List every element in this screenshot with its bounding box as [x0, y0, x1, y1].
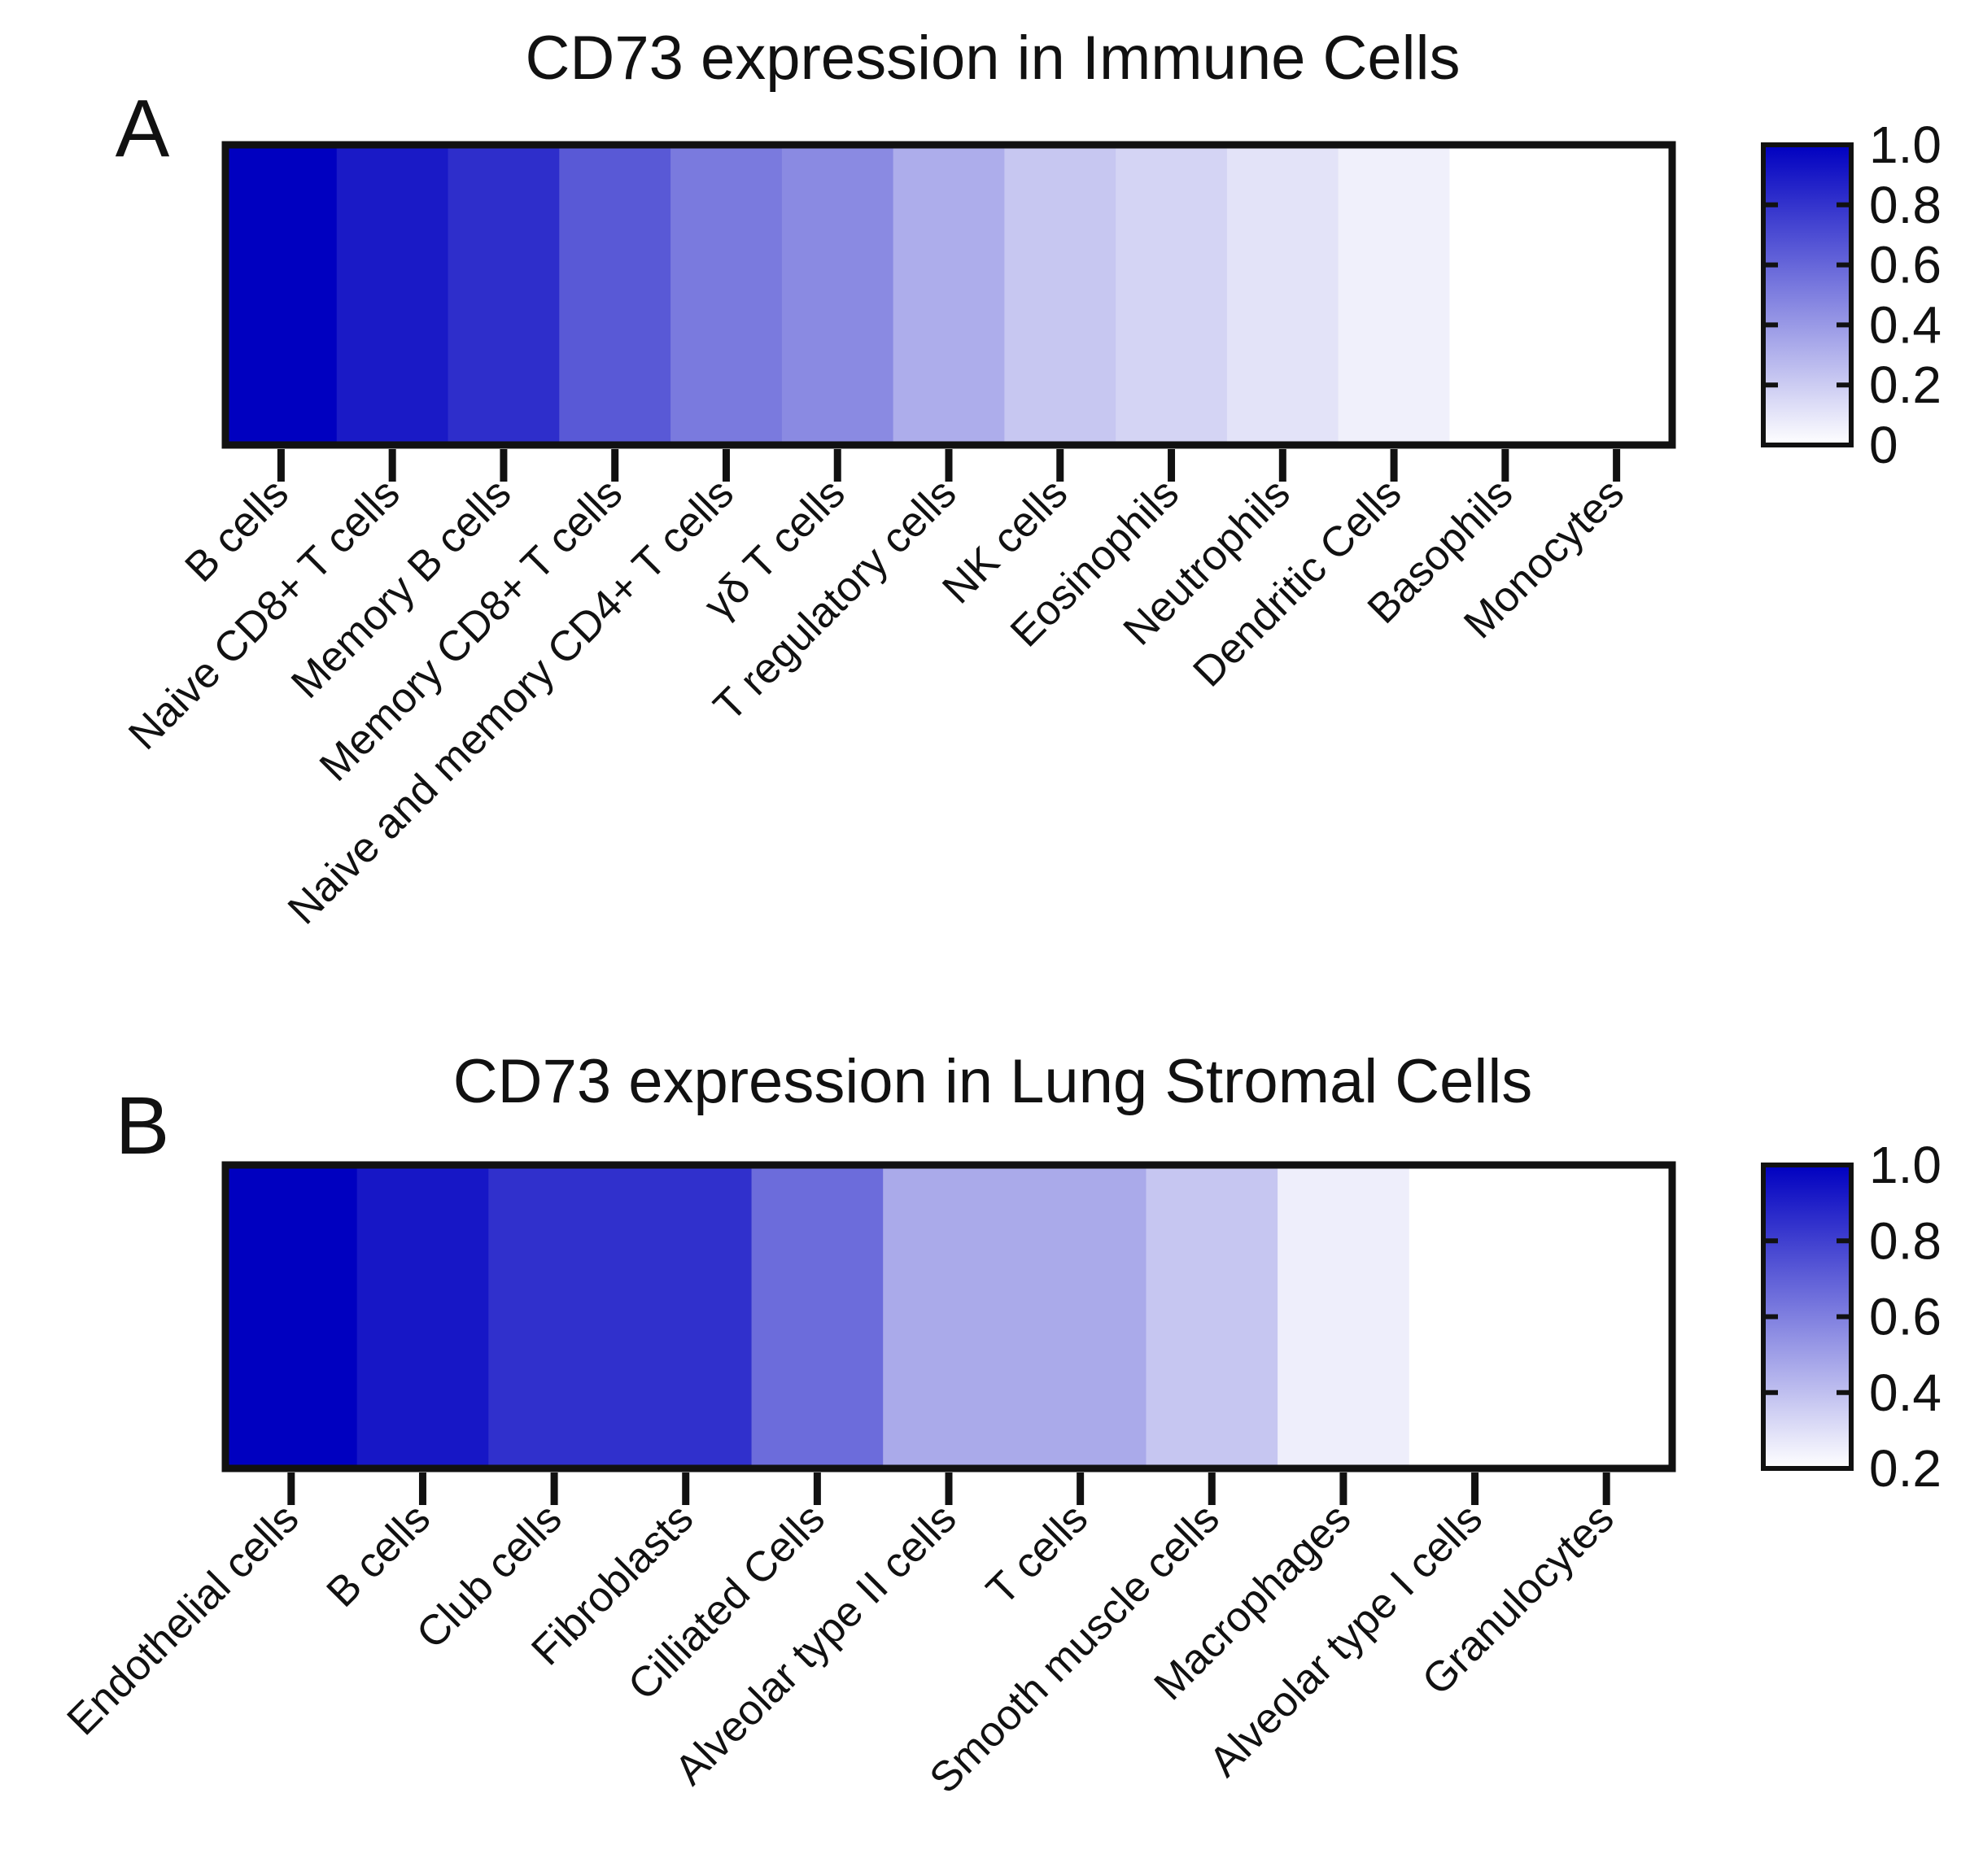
heatmap-cell [1004, 145, 1116, 445]
heatmap-cells [225, 1165, 1673, 1468]
colorbar-tick-label: 0.2 [1869, 1439, 1942, 1498]
colorbar-tick-label: 1.0 [1869, 116, 1942, 174]
colorbar-tick-label: 0.6 [1869, 236, 1942, 294]
heatmap-cell [559, 145, 671, 445]
colorbar-tick-label: 0.4 [1869, 295, 1942, 354]
colorbar: 1.0 0.8 0.6 0.4 0.2 [1761, 1136, 1942, 1498]
heatmap-cell [336, 145, 449, 445]
heatmap-cell [1449, 145, 1562, 445]
heatmap-cell [1226, 145, 1339, 445]
colorbar-tick-label: 0.2 [1869, 356, 1942, 414]
heatmap-cells [225, 145, 1673, 445]
heatmap-frame [221, 141, 1676, 449]
heatmap-cell [670, 145, 783, 445]
chart-title: CD73 expression in Lung Stromal Cells [453, 1047, 1532, 1116]
x-tick-label: B cells [318, 1494, 439, 1616]
colorbar: 1.00.80.60.40.20 [1761, 116, 1942, 474]
x-tick-label: Endothelial cells [59, 1494, 308, 1744]
heatmap-cell [1146, 1165, 1278, 1468]
heatmap-cell [225, 145, 338, 445]
colorbar-gradient [1761, 142, 1854, 447]
heatmap-cell [1561, 145, 1673, 445]
colorbar-tick-label: 0.4 [1869, 1363, 1942, 1422]
colorbar-tick-label: 1.0 [1869, 1136, 1942, 1194]
panel-a: CD73 expression in Immune Cells A B cell… [116, 24, 1942, 933]
heatmap-cell [1338, 145, 1451, 445]
colorbar-tick-label: 0.8 [1869, 176, 1942, 234]
heatmap-cell [1116, 145, 1228, 445]
heatmap-frame [221, 1161, 1676, 1472]
panel-label: A [116, 83, 170, 174]
colorbar-tick-label: 0.6 [1869, 1288, 1942, 1346]
heatmap-cell [1014, 1165, 1147, 1468]
colorbar-tick-label: 0.8 [1869, 1211, 1942, 1270]
heatmap-cell [356, 1165, 490, 1468]
panel-label: B [116, 1080, 170, 1171]
panel-b: CD73 expression in Lung Stromal Cells B … [59, 1047, 1942, 1803]
heatmap-cell [1409, 1165, 1542, 1468]
heatmap-cell [1278, 1165, 1410, 1468]
chart-title: CD73 expression in Immune Cells [526, 24, 1461, 93]
heatmap-cell [883, 1165, 1016, 1468]
heatmap-cell [619, 1165, 753, 1468]
heatmap-cell [488, 1165, 621, 1468]
heatmap-cell [751, 1165, 884, 1468]
heatmap-cell [893, 145, 1006, 445]
heatmap-cell [448, 145, 561, 445]
heatmap-cell [225, 1165, 358, 1468]
colorbar-tick-label: 0 [1869, 416, 1898, 474]
heatmap-cell [1540, 1165, 1673, 1468]
heatmap-cell [781, 145, 894, 445]
x-tick-label: T cells [978, 1494, 1098, 1614]
